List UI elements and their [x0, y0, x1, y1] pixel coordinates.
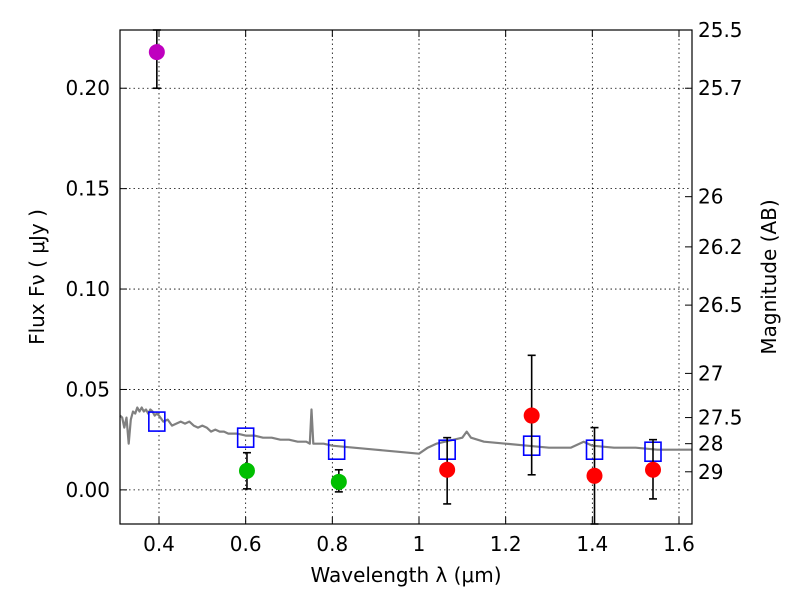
magenta-detection-point — [148, 44, 165, 61]
magnitude-tick-label: 25.7 — [698, 76, 743, 100]
y-tick-label: 0.20 — [65, 76, 110, 100]
template-sed-line — [119, 406, 692, 455]
magnitude-tick-label: 28 — [698, 432, 723, 456]
y-tick-label: 0.05 — [65, 377, 110, 401]
magnitude-tick-label: 25.5 — [698, 18, 743, 42]
y-tick-label: 0.00 — [65, 478, 110, 502]
grid — [120, 30, 692, 524]
magnitude-tick-label: 26.2 — [698, 235, 743, 259]
x-tick-label: 0.4 — [143, 532, 175, 556]
x-tick-label: 1.4 — [576, 532, 608, 556]
x-tick-label: 0.8 — [316, 532, 348, 556]
model-photometry-square — [327, 439, 346, 460]
magnitude-tick-label: 26 — [698, 185, 723, 209]
red-measurements-point — [645, 461, 661, 478]
red-measurements-point — [439, 461, 456, 478]
y-tick-label: 0.15 — [65, 177, 110, 201]
y2-axis-label: Magnitude (AB) — [757, 199, 781, 354]
magnitude-tick-label: 27.5 — [698, 406, 743, 430]
x-tick-label: 1.6 — [663, 532, 695, 556]
magnitude-tick-label: 26.5 — [698, 293, 743, 317]
red-measurements-point — [523, 407, 540, 424]
ticks: 0.4 0.6 0.8 1 1.2 1.4 1.6 0.00 0.05 0.10 0.15 0.20 2… — [65, 18, 742, 556]
x-tick-label: 1.2 — [490, 532, 522, 556]
red-measurements-point — [586, 467, 603, 484]
green-measurements-point — [238, 462, 255, 479]
model-photometry-square — [236, 427, 255, 448]
y-tick-label: 0.10 — [65, 277, 110, 301]
model-photometry-square — [148, 411, 166, 432]
magnitude-tick-label: 27 — [698, 361, 723, 385]
x-tick-label: 1 — [413, 532, 426, 556]
y-axis-label: Flux Fν ( μJy ) — [25, 209, 49, 345]
axes-frame — [119, 29, 693, 525]
x-axis-label: Wavelength λ (μm) — [310, 563, 501, 587]
green-measurements-point — [330, 473, 347, 490]
x-tick-label: 0.6 — [230, 532, 262, 556]
magnitude-tick-label: 29 — [698, 460, 723, 484]
plot-area — [119, 29, 692, 525]
